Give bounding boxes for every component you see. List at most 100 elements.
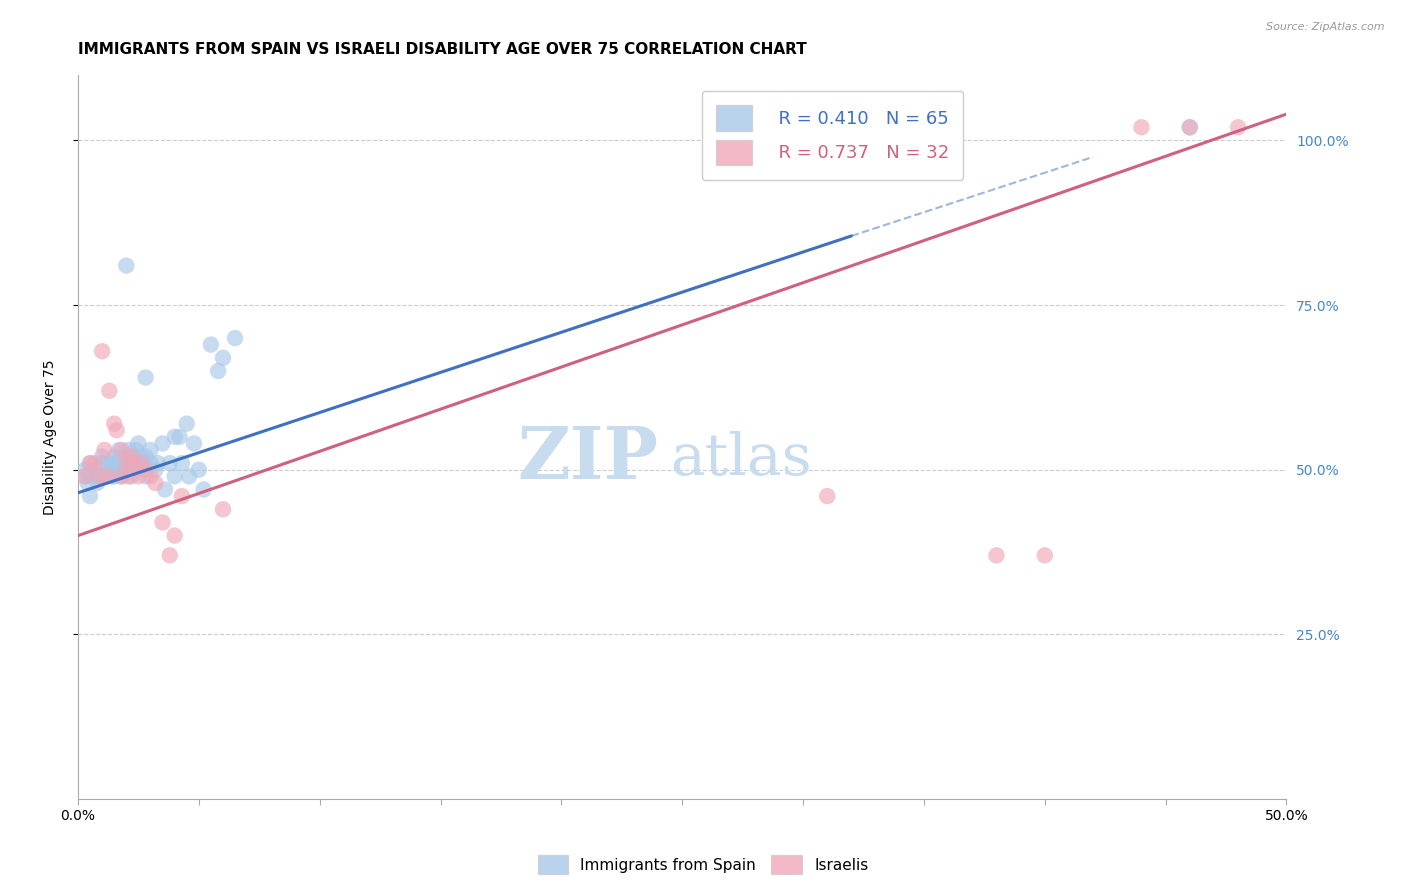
Point <box>176 417 198 431</box>
Point <box>224 331 246 345</box>
Point <box>170 489 193 503</box>
Point <box>815 120 838 135</box>
Legend: Immigrants from Spain, Israelis: Immigrants from Spain, Israelis <box>531 849 875 880</box>
Point <box>103 450 125 464</box>
Point <box>83 463 105 477</box>
Text: IMMIGRANTS FROM SPAIN VS ISRAELI DISABILITY AGE OVER 75 CORRELATION CHART: IMMIGRANTS FROM SPAIN VS ISRAELI DISABIL… <box>77 42 807 57</box>
Point <box>187 463 209 477</box>
Point <box>93 442 115 457</box>
Point <box>91 456 114 470</box>
Point <box>101 469 124 483</box>
Text: ZIP: ZIP <box>517 423 658 494</box>
Point <box>152 436 174 450</box>
Point <box>127 436 149 450</box>
Point <box>815 489 838 503</box>
Point <box>1227 120 1250 135</box>
Point <box>120 469 142 483</box>
Point <box>110 442 132 457</box>
Point <box>169 430 191 444</box>
Point <box>110 456 132 470</box>
Point <box>120 456 142 470</box>
Point <box>115 456 138 470</box>
Point <box>207 364 229 378</box>
Point <box>108 442 131 457</box>
Point <box>193 483 215 497</box>
Point <box>110 469 132 483</box>
Point <box>79 456 101 470</box>
Point <box>212 351 235 365</box>
Point <box>1130 120 1153 135</box>
Point <box>146 456 169 470</box>
Point <box>118 456 141 470</box>
Point <box>98 384 121 398</box>
Point <box>183 436 205 450</box>
Point <box>1178 120 1201 135</box>
Legend:   R = 0.410   N = 65,   R = 0.737   N = 32: R = 0.410 N = 65, R = 0.737 N = 32 <box>702 91 963 180</box>
Text: atlas: atlas <box>671 431 811 486</box>
Point <box>103 469 125 483</box>
Point <box>112 456 135 470</box>
Point <box>110 469 132 483</box>
Point <box>115 259 138 273</box>
Point <box>170 456 193 470</box>
Point <box>122 456 145 470</box>
Point <box>75 469 97 483</box>
Point <box>96 456 118 470</box>
Point <box>1033 549 1056 563</box>
Point <box>143 475 166 490</box>
Point <box>115 450 138 464</box>
Point <box>143 463 166 477</box>
Point <box>159 456 181 470</box>
Point <box>105 463 128 477</box>
Point <box>135 463 157 477</box>
Point <box>75 463 97 477</box>
Point <box>129 450 152 464</box>
Point <box>75 469 97 483</box>
Point <box>153 483 176 497</box>
Point <box>132 456 155 470</box>
Text: Source: ZipAtlas.com: Source: ZipAtlas.com <box>1267 22 1385 32</box>
Point <box>115 456 138 470</box>
Point <box>82 469 104 483</box>
Point <box>127 456 149 470</box>
Point <box>89 469 111 483</box>
Point <box>163 469 186 483</box>
Point <box>79 456 101 470</box>
Point <box>112 463 135 477</box>
Point <box>135 469 157 483</box>
Point <box>152 516 174 530</box>
Point <box>86 475 108 490</box>
Point <box>135 450 157 464</box>
Point <box>105 456 128 470</box>
Point <box>103 417 125 431</box>
Point <box>163 528 186 542</box>
Point <box>91 344 114 359</box>
Point <box>912 120 935 135</box>
Point <box>179 469 201 483</box>
Point <box>122 450 145 464</box>
Point <box>93 469 115 483</box>
Point <box>98 463 121 477</box>
Point <box>122 456 145 470</box>
Point <box>118 469 141 483</box>
Point <box>129 456 152 470</box>
Point <box>76 475 98 490</box>
Point <box>91 450 114 464</box>
Point <box>83 456 105 470</box>
Point <box>139 442 162 457</box>
Point <box>163 430 186 444</box>
Point <box>139 469 162 483</box>
Point <box>135 370 157 384</box>
Point <box>105 423 128 437</box>
Point <box>212 502 235 516</box>
Point <box>101 456 124 470</box>
Point <box>159 549 181 563</box>
Point <box>96 469 118 483</box>
Point <box>125 442 148 457</box>
Point <box>139 456 162 470</box>
Point <box>118 442 141 457</box>
Point <box>79 489 101 503</box>
Point <box>1178 120 1201 135</box>
Point <box>986 549 1008 563</box>
Point <box>120 450 142 464</box>
